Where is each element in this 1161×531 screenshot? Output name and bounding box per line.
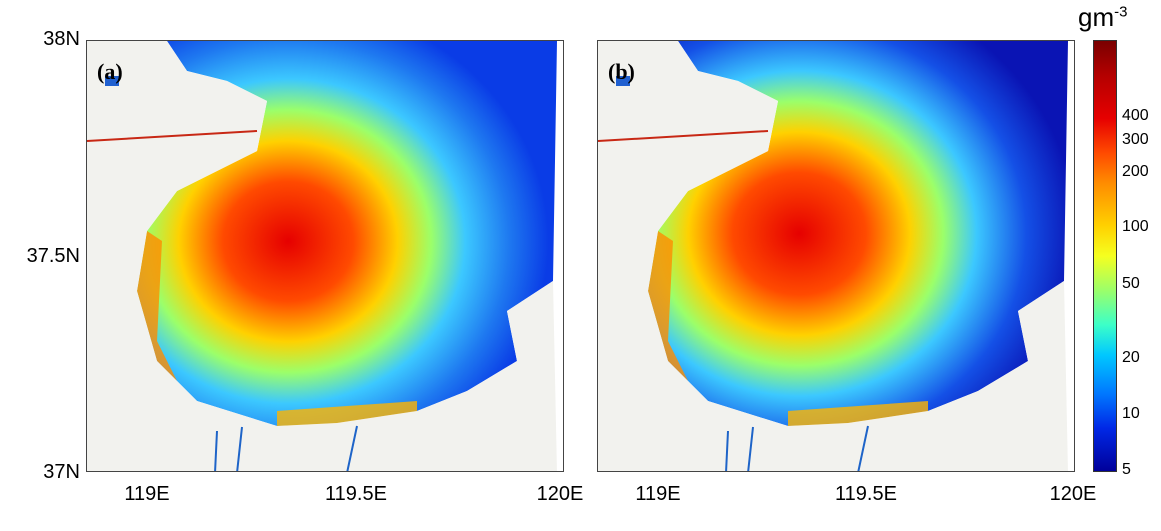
map-panel-b: (b) [597,40,1075,472]
sediment-map-a [87,41,563,471]
colorbar-tick-200: 200 [1122,163,1149,180]
x-axis-label-120e-a: 120E [536,483,584,505]
colorbar-tick-10: 10 [1122,405,1140,422]
panel-label-b: (b) [608,59,635,84]
x-axis-label-119e-a: 119E [124,483,170,505]
colorbar-tick-20: 20 [1122,349,1140,366]
colorbar-tick-300: 300 [1122,131,1149,148]
colorbar-tick-50: 50 [1122,275,1140,292]
y-axis-label-37-5n: 37.5N [26,245,80,267]
x-axis-label-120e-b: 120E [1049,483,1097,505]
colorbar-tick-400: 400 [1122,107,1149,124]
y-axis-label-37n: 37N [43,461,80,483]
x-axis-label-119e-b: 119E [635,483,681,505]
colorbar-tick-100: 100 [1122,218,1149,235]
y-axis-label-38n: 38N [43,28,80,50]
x-axis-label-119-5e-a: 119.5E [325,483,387,505]
colorbar [1093,40,1117,472]
sediment-map-b [598,41,1074,471]
colorbar-tick-5: 5 [1122,461,1131,478]
map-panel-a: (a) [86,40,564,472]
x-axis-label-119-5e-b: 119.5E [835,483,897,505]
panel-label-a: (a) [97,59,123,84]
colorbar-unit: gm-3 [1078,2,1128,32]
